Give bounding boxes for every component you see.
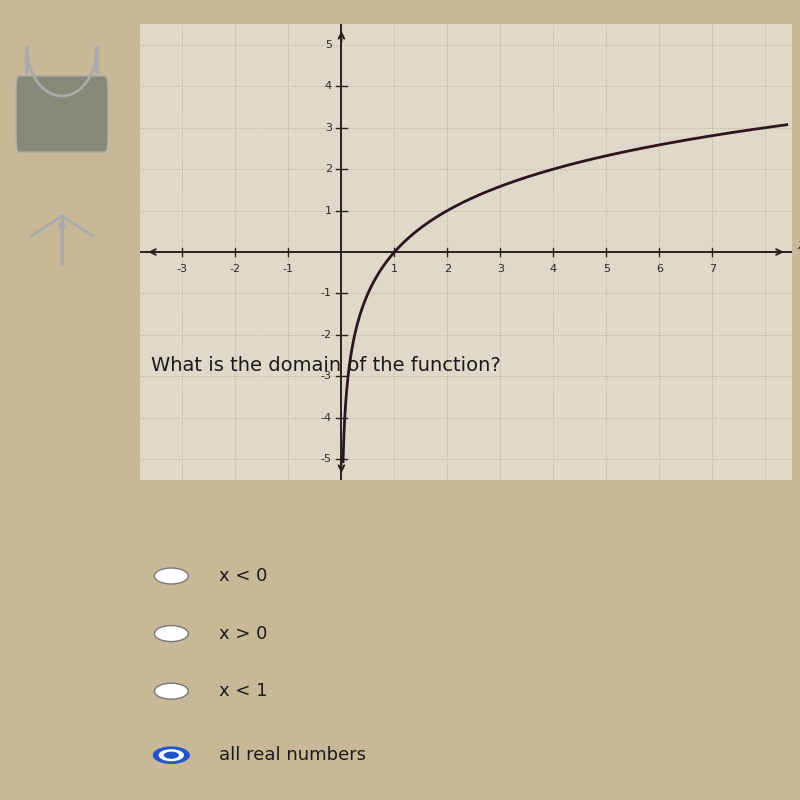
Text: x < 1: x < 1 <box>218 682 267 700</box>
Circle shape <box>154 683 188 699</box>
Circle shape <box>164 752 179 758</box>
Text: 5: 5 <box>603 264 610 274</box>
Text: -2: -2 <box>321 330 332 340</box>
Text: -2: -2 <box>230 264 241 274</box>
Text: -3: -3 <box>321 371 332 382</box>
Text: 7: 7 <box>709 264 716 274</box>
Text: 3: 3 <box>497 264 504 274</box>
Text: -1: -1 <box>321 289 332 298</box>
Text: all real numbers: all real numbers <box>218 746 366 764</box>
Text: What is the domain of the function?: What is the domain of the function? <box>151 356 501 375</box>
Text: -5: -5 <box>321 454 332 464</box>
Text: 1: 1 <box>325 206 332 215</box>
Text: 1: 1 <box>391 264 398 274</box>
Text: 4: 4 <box>325 81 332 91</box>
Circle shape <box>153 746 190 764</box>
Text: 5: 5 <box>325 40 332 50</box>
Text: -3: -3 <box>177 264 188 274</box>
Circle shape <box>154 626 188 642</box>
Text: 3: 3 <box>325 122 332 133</box>
Text: -4: -4 <box>321 413 332 423</box>
FancyBboxPatch shape <box>16 76 108 152</box>
Text: 2: 2 <box>325 164 332 174</box>
Text: x > 0: x > 0 <box>218 625 267 642</box>
Text: 6: 6 <box>656 264 663 274</box>
Text: 4: 4 <box>550 264 557 274</box>
Circle shape <box>154 568 188 584</box>
Circle shape <box>158 749 184 762</box>
Text: 2: 2 <box>444 264 451 274</box>
Text: -1: -1 <box>283 264 294 274</box>
Text: x < 0: x < 0 <box>218 567 267 585</box>
Text: x: x <box>798 238 800 251</box>
